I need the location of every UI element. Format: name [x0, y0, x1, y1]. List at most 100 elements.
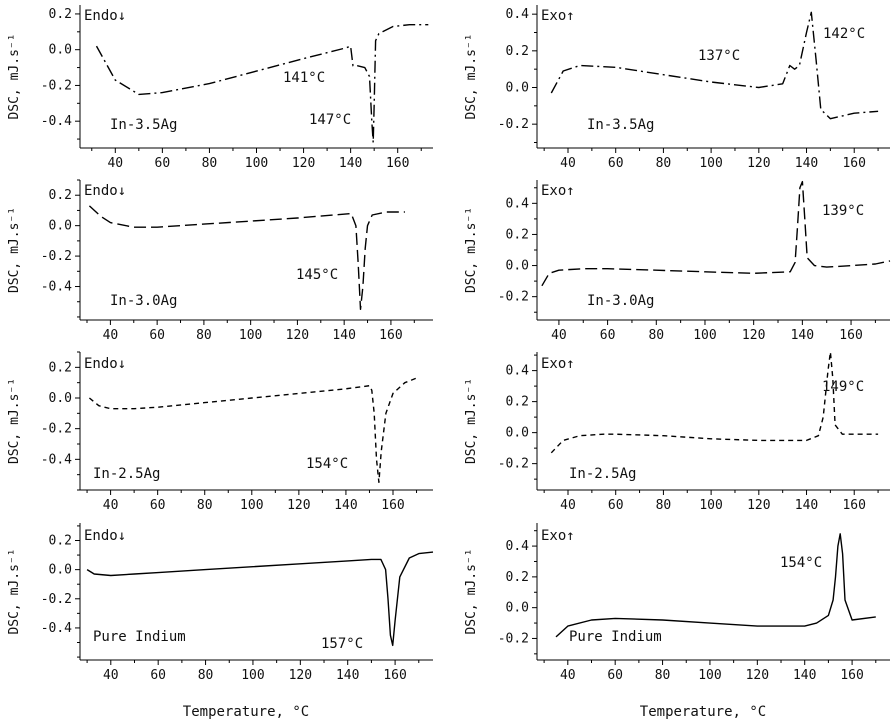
sample-label: In-2.5Ag: [569, 466, 636, 482]
x-tick-label: 140: [795, 498, 818, 513]
x-tick-label: 60: [149, 328, 165, 343]
y-axis-label: DSC, mJ.s⁻¹: [7, 378, 22, 464]
x-tick-label: 40: [560, 668, 576, 683]
dsc-panel-5: 40 60 80 100 120 140 160 0.2 0.0 -0.2 -0.4 DSC, mJ.…: [7, 351, 433, 513]
x-tick-label: 160: [842, 498, 865, 513]
heat-direction-label: Exo↑: [541, 356, 575, 372]
x-tick-label: 80: [202, 156, 218, 171]
x-tick-label: 140: [332, 328, 355, 343]
x-tick-label: 160: [842, 156, 865, 171]
x-tick-label: 160: [379, 328, 402, 343]
peak-temperature-label: 157°C: [321, 636, 363, 652]
x-tick-label: 100: [698, 668, 721, 683]
x-tick-label: 60: [155, 156, 171, 171]
x-tick-label: 60: [600, 328, 616, 343]
x-tick-label: 160: [381, 498, 404, 513]
x-tick-label: 40: [107, 156, 123, 171]
dsc-curve: [86, 551, 434, 647]
y-tick-label: -0.4: [41, 452, 72, 467]
y-tick-label: -0.2: [41, 78, 72, 93]
dsc-curve: [550, 351, 879, 454]
y-tick-label: -0.2: [41, 422, 72, 437]
x-tick-label: 80: [196, 328, 212, 343]
dsc-panel-4: 40 60 80 100 120 140 160 0.4 0.2 0.0 -0.2 DSC, mJ.s…: [464, 180, 891, 343]
y-axis-label: DSC, mJ.s⁻¹: [7, 548, 22, 634]
sample-label: Pure Indium: [93, 629, 186, 645]
x-tick-label: 160: [839, 328, 862, 343]
dsc-curve: [95, 24, 429, 144]
x-tick-label: 120: [742, 328, 765, 343]
x-tick-label: 60: [150, 498, 166, 513]
peak-temperature-label: 145°C: [296, 267, 338, 283]
sample-label: In-2.5Ag: [93, 466, 160, 482]
x-tick-label: 60: [607, 668, 623, 683]
x-tick-label: 100: [699, 498, 722, 513]
x-tick-label: 100: [245, 156, 268, 171]
y-tick-label: 0.4: [506, 539, 530, 554]
y-tick-label: 0.0: [506, 259, 529, 274]
y-tick-label: 0.2: [49, 7, 72, 22]
x-tick-label: 140: [339, 156, 362, 171]
x-tick-label: 80: [648, 328, 664, 343]
sample-label: In-3.0Ag: [110, 293, 177, 309]
x-tick-label: 40: [103, 498, 119, 513]
y-tick-label: 0.4: [506, 364, 530, 379]
peak-temperature-label: 142°C: [823, 26, 865, 42]
x-tick-label: 160: [383, 668, 406, 683]
peak-temperature-label: 154°C: [306, 456, 348, 472]
y-tick-label: -0.2: [498, 117, 529, 132]
y-tick-label: 0.0: [49, 43, 72, 58]
x-tick-label: 40: [103, 668, 119, 683]
dsc-panel-2: 40 60 80 100 120 140 160 0.4 0.2 0.0 -0.2 DSC, mJ.s…: [464, 5, 890, 171]
x-tick-label: 100: [241, 668, 264, 683]
dsc-curve: [541, 180, 891, 287]
y-tick-label: -0.4: [41, 114, 72, 129]
y-tick-label: -0.4: [41, 280, 72, 295]
x-tick-label: 80: [656, 156, 672, 171]
x-tick-label: 80: [656, 498, 672, 513]
dsc-curve: [550, 11, 879, 120]
y-axis-label: DSC, mJ.s⁻¹: [7, 33, 22, 119]
heat-direction-label: Endo↓: [84, 528, 126, 544]
heat-direction-label: Endo↓: [84, 356, 126, 372]
x-tick-label: 120: [286, 328, 309, 343]
x-tick-label: 140: [793, 668, 816, 683]
x-tick-label: 40: [560, 498, 576, 513]
dsc-curve: [555, 533, 876, 638]
y-tick-label: -0.2: [498, 631, 529, 646]
sample-label: In-3.0Ag: [587, 293, 654, 309]
dsc-panel-7: 40 60 80 100 120 140 160 0.2 0.0 -0.2 -0.4 DSC, mJ.…: [7, 523, 434, 683]
y-tick-label: 0.2: [49, 533, 72, 548]
y-axis-label: DSC, mJ.s⁻¹: [464, 33, 479, 119]
x-tick-label: 100: [239, 328, 262, 343]
x-tick-label: 140: [795, 156, 818, 171]
x-tick-label: 60: [608, 156, 624, 171]
x-tick-label: 80: [655, 668, 671, 683]
heat-direction-label: Exo↑: [541, 8, 575, 24]
x-tick-label: 60: [608, 498, 624, 513]
x-tick-label: 40: [560, 156, 576, 171]
x-tick-label: 80: [197, 498, 213, 513]
dsc-curve: [88, 377, 417, 483]
x-tick-label: 100: [240, 498, 263, 513]
x-tick-label: 120: [747, 156, 770, 171]
x-tick-label: 140: [334, 498, 357, 513]
peak-temperature-label: 141°C: [283, 70, 325, 86]
y-tick-label: 0.2: [506, 44, 529, 59]
x-axis-title-left: Temperature, °C: [183, 704, 309, 720]
x-tick-label: 120: [287, 498, 310, 513]
x-tick-label: 40: [551, 328, 567, 343]
x-tick-label: 120: [746, 668, 769, 683]
x-tick-label: 120: [289, 668, 312, 683]
y-tick-label: 0.4: [506, 196, 530, 211]
dsc-panel-8: 40 60 80 100 120 140 160 0.4 0.2 0.0 -0.2 DSC, mJ.s…: [464, 523, 890, 683]
x-tick-label: 160: [386, 156, 409, 171]
sample-label: Pure Indium: [569, 629, 662, 645]
x-tick-label: 120: [747, 498, 770, 513]
heat-direction-label: Exo↑: [541, 183, 575, 199]
x-tick-label: 100: [693, 328, 716, 343]
y-axis-label: DSC, mJ.s⁻¹: [464, 548, 479, 634]
y-tick-label: 0.2: [49, 360, 72, 375]
y-tick-label: 0.0: [506, 426, 529, 441]
heat-direction-label: Endo↓: [84, 183, 126, 199]
